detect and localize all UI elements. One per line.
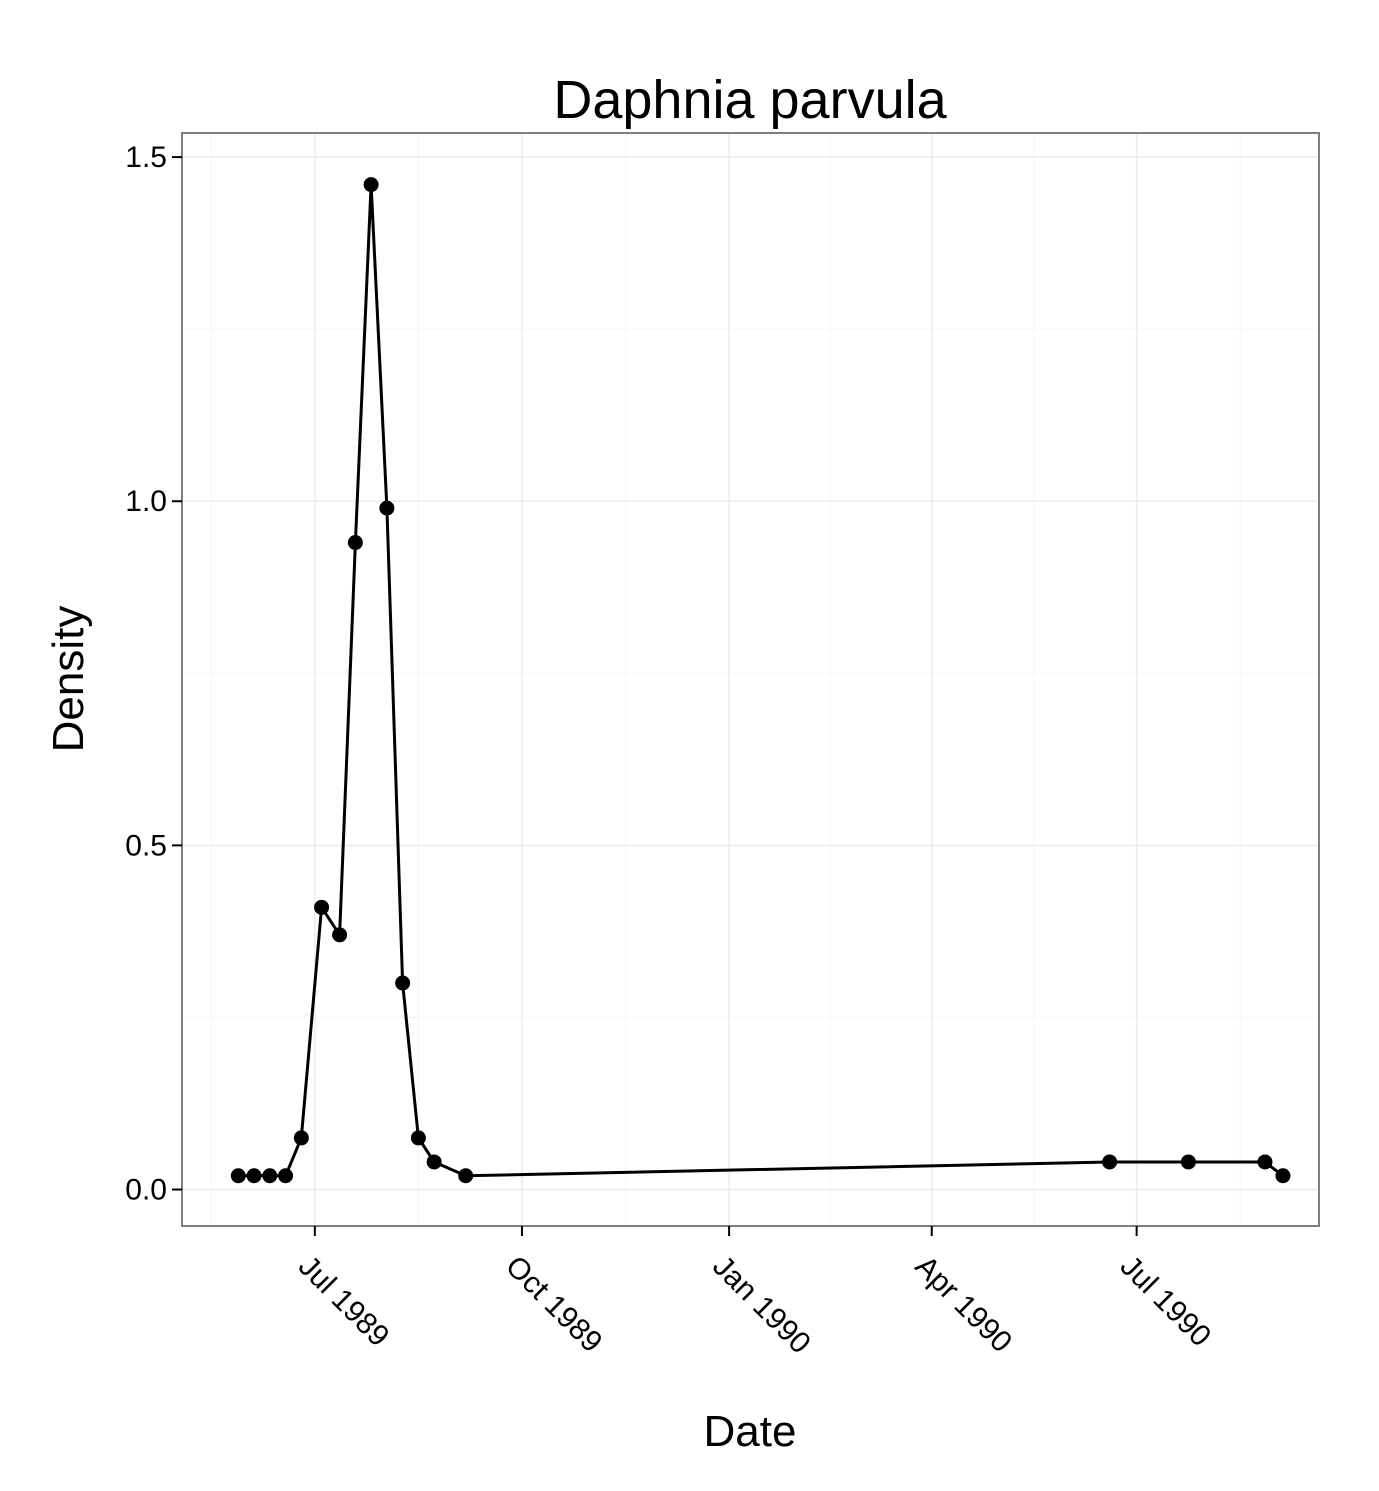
data-point [1275,1168,1291,1184]
data-point [262,1168,278,1184]
data-point [1180,1154,1196,1170]
plot-panel-border [181,132,1320,1227]
major-gridlines [182,133,1319,1226]
data-point [363,177,379,193]
x-tick-label: Jul 1990 [1114,1250,1218,1354]
data-point [314,899,330,915]
x-axis: Jul 1989 Oct 1989 Jan 1990 Apr 1990 Jul 1990 [292,1226,1217,1360]
x-tick-label: Oct 1989 [499,1250,608,1359]
y-axis-title: Density [44,606,93,753]
data-point [278,1168,294,1184]
data-point [1102,1154,1118,1170]
data-point [230,1168,246,1184]
chart-title: Daphnia parvula [553,70,947,130]
data-point [246,1168,262,1184]
data-point [379,500,395,516]
data-point [347,535,363,551]
data-point [332,927,348,943]
y-axis: 0.0 0.5 1.0 1.5 [125,141,182,1207]
data-point [1257,1154,1273,1170]
x-tick-label: Jan 1990 [706,1250,817,1361]
x-tick-label: Apr 1990 [909,1250,1018,1359]
x-axis-title: Date [704,1407,797,1456]
data-point [426,1154,442,1170]
minor-gridlines [182,133,1319,1226]
y-tick-label: 0.5 [125,829,167,862]
series-layer [230,177,1291,1184]
y-tick-label: 0.0 [125,1174,167,1207]
data-point [293,1130,309,1146]
data-point [458,1168,474,1184]
data-point [410,1130,426,1146]
y-tick-label: 1.5 [125,141,167,174]
data-point [395,975,411,991]
x-tick-label: Jul 1989 [292,1250,396,1354]
y-tick-label: 1.0 [125,485,167,518]
series-line [238,183,1284,1178]
